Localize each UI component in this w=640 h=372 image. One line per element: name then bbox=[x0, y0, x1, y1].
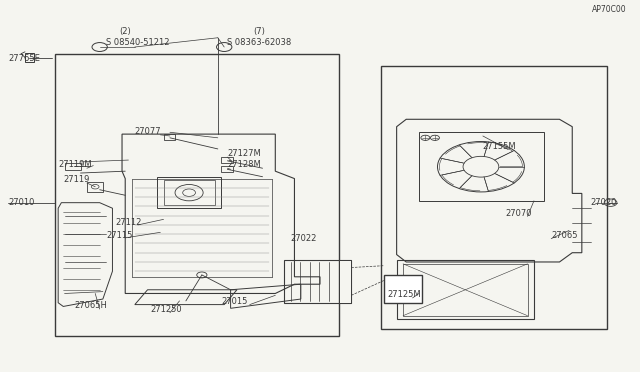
Text: 27077: 27077 bbox=[135, 127, 161, 136]
Bar bbox=[65, 163, 81, 170]
Bar bbox=[221, 166, 232, 172]
Text: S 08540-51212: S 08540-51212 bbox=[106, 38, 170, 47]
Bar bbox=[55, 54, 339, 336]
Text: 27065: 27065 bbox=[551, 231, 578, 240]
Text: 27125M: 27125M bbox=[387, 290, 420, 299]
Text: 27127M: 27127M bbox=[227, 149, 261, 158]
Bar bbox=[87, 182, 103, 192]
Bar bbox=[403, 264, 527, 316]
Text: 27119: 27119 bbox=[63, 175, 90, 184]
Bar bbox=[339, 260, 351, 303]
Text: 27112: 27112 bbox=[116, 218, 142, 227]
Bar bbox=[397, 260, 534, 320]
Text: 27022: 27022 bbox=[291, 234, 317, 243]
Text: 27070: 27070 bbox=[505, 208, 532, 218]
Text: 27065H: 27065H bbox=[74, 301, 107, 310]
Text: 271250: 271250 bbox=[151, 305, 182, 314]
Text: 27115: 27115 bbox=[106, 231, 132, 240]
Text: (7): (7) bbox=[253, 27, 265, 36]
Bar bbox=[381, 65, 607, 329]
Bar bbox=[221, 157, 232, 163]
Text: AP70C00: AP70C00 bbox=[592, 5, 627, 14]
Text: 27765E: 27765E bbox=[8, 54, 40, 62]
Bar bbox=[384, 275, 422, 303]
Bar bbox=[164, 135, 175, 140]
Bar bbox=[157, 177, 221, 208]
Text: 27119M: 27119M bbox=[58, 160, 92, 169]
Bar bbox=[164, 180, 214, 205]
Bar bbox=[284, 260, 351, 303]
Text: 27020: 27020 bbox=[591, 198, 617, 207]
Text: 27010: 27010 bbox=[8, 198, 35, 207]
Text: S 08363-62038: S 08363-62038 bbox=[227, 38, 292, 47]
Text: 27155M: 27155M bbox=[483, 142, 516, 151]
Text: 27128M: 27128M bbox=[227, 160, 261, 169]
Text: (2): (2) bbox=[119, 27, 131, 36]
Bar bbox=[419, 132, 543, 201]
Text: 27015: 27015 bbox=[221, 298, 248, 307]
